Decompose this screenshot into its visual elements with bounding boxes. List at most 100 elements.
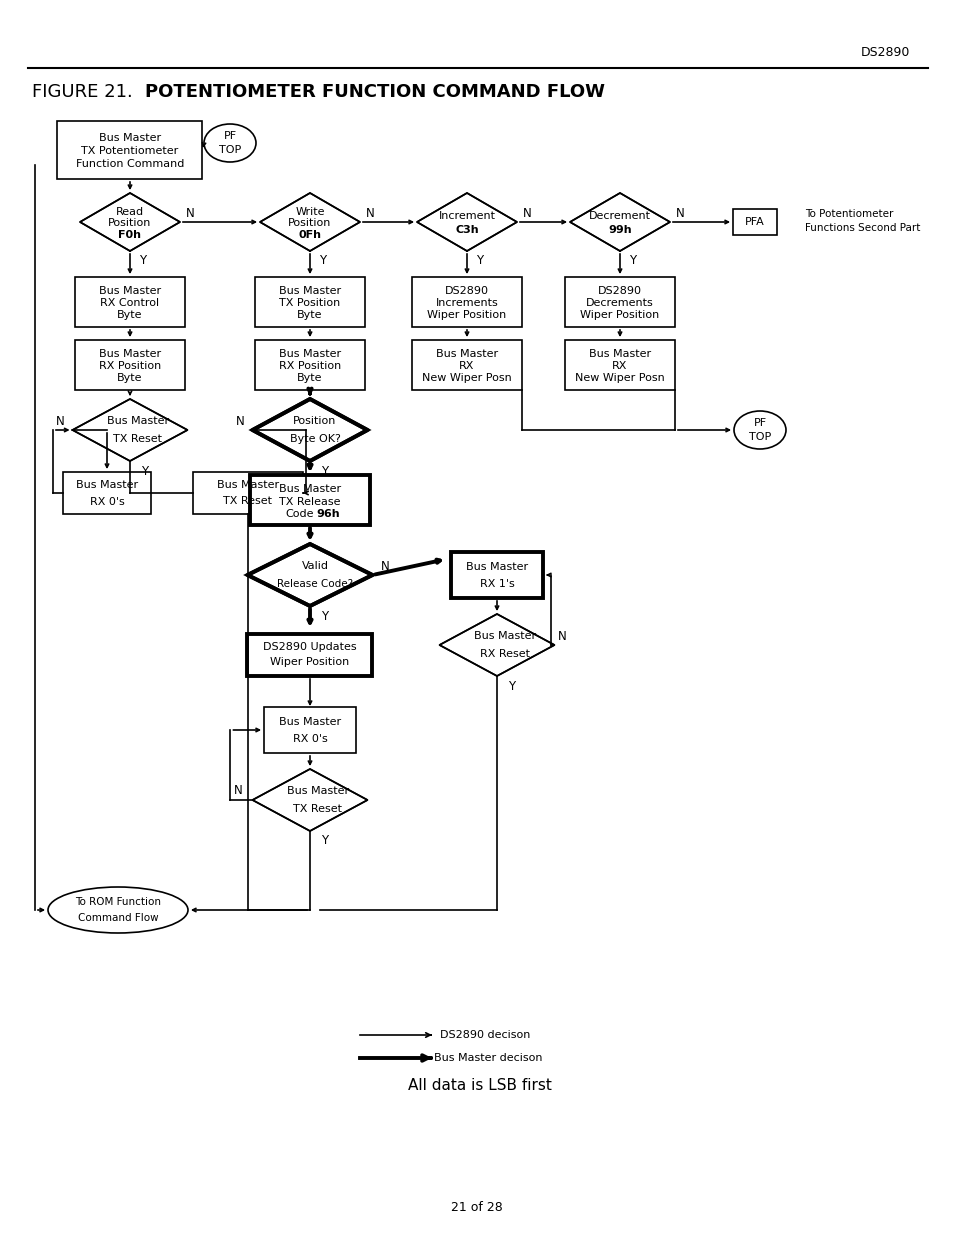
Text: TX Reset: TX Reset [113, 433, 162, 445]
Text: New Wiper Posn: New Wiper Posn [421, 373, 512, 383]
Polygon shape [72, 399, 188, 461]
Text: PF: PF [223, 131, 236, 141]
Text: Bus Master: Bus Master [436, 350, 497, 359]
Text: Decrements: Decrements [585, 298, 653, 308]
Text: All data is LSB first: All data is LSB first [408, 1077, 552, 1093]
Text: DS2890: DS2890 [860, 46, 909, 58]
Text: Bus Master: Bus Master [216, 480, 279, 490]
Text: FIGURE 21.: FIGURE 21. [32, 83, 132, 101]
Text: Position: Position [109, 219, 152, 228]
Text: To Potentiometer: To Potentiometer [804, 209, 892, 219]
Text: Position: Position [293, 416, 336, 426]
Text: RX Position: RX Position [278, 361, 341, 370]
Text: Byte: Byte [297, 373, 322, 383]
Text: C3h: C3h [455, 225, 478, 235]
Text: N: N [56, 415, 65, 427]
Text: 99h: 99h [608, 225, 631, 235]
Text: RX 0's: RX 0's [90, 496, 124, 508]
Text: Y: Y [321, 610, 328, 622]
Text: New Wiper Posn: New Wiper Posn [575, 373, 664, 383]
Text: RX 0's: RX 0's [293, 734, 327, 743]
Bar [75, 340, 185, 390]
Text: Function Command: Function Command [75, 159, 184, 169]
Text: Increments: Increments [436, 298, 497, 308]
Bar [254, 277, 365, 327]
Polygon shape [416, 193, 517, 251]
Text: Byte: Byte [297, 310, 322, 320]
Text: Valid: Valid [301, 561, 328, 571]
Text: Bus Master: Bus Master [99, 350, 161, 359]
Polygon shape [247, 543, 372, 606]
Text: DS2890 decison: DS2890 decison [439, 1030, 530, 1040]
Text: Byte: Byte [117, 310, 143, 320]
Bar [250, 475, 370, 525]
Text: Functions Second Part: Functions Second Part [804, 224, 920, 233]
Text: RX Control: RX Control [100, 298, 159, 308]
Ellipse shape [204, 124, 255, 162]
Text: PF: PF [753, 417, 766, 429]
Bar [451, 552, 542, 598]
Text: Bus Master: Bus Master [588, 350, 650, 359]
Text: Release Code?: Release Code? [276, 579, 353, 589]
Polygon shape [569, 193, 669, 251]
Text: Bus Master: Bus Master [107, 416, 169, 426]
Text: Bus Master: Bus Master [278, 350, 341, 359]
Bar [193, 472, 303, 514]
Text: DS2890: DS2890 [444, 287, 489, 296]
Polygon shape [253, 399, 367, 461]
Text: Code: Code [286, 509, 314, 519]
Text: Decrement: Decrement [588, 211, 650, 221]
Text: 0Fh: 0Fh [298, 230, 321, 240]
Bar [247, 634, 372, 676]
Text: Bus Master: Bus Master [287, 785, 349, 797]
Text: Bus Master: Bus Master [278, 287, 341, 296]
Text: To ROM Function: To ROM Function [75, 897, 161, 906]
Text: Wiper Position: Wiper Position [270, 657, 349, 667]
Text: Read: Read [116, 207, 144, 217]
Ellipse shape [48, 887, 188, 932]
Bar [75, 277, 185, 327]
Text: Y: Y [321, 464, 328, 478]
Polygon shape [439, 614, 554, 676]
Text: Bus Master: Bus Master [465, 562, 528, 572]
Polygon shape [253, 769, 367, 831]
Text: N: N [186, 206, 194, 220]
Text: Y: Y [139, 253, 147, 267]
Text: Bus Master: Bus Master [99, 287, 161, 296]
Text: Y: Y [319, 253, 326, 267]
Text: N: N [558, 630, 566, 642]
Text: RX: RX [458, 361, 475, 370]
Text: N: N [236, 415, 245, 427]
Text: Bus Master decison: Bus Master decison [434, 1053, 541, 1063]
Text: RX: RX [612, 361, 627, 370]
Text: Wiper Position: Wiper Position [579, 310, 659, 320]
Text: TX Reset: TX Reset [294, 804, 342, 814]
Text: PFA: PFA [744, 217, 764, 227]
Text: RX Reset: RX Reset [479, 650, 530, 659]
Bar [732, 209, 776, 235]
Ellipse shape [733, 411, 785, 450]
Text: Byte: Byte [117, 373, 143, 383]
Text: N: N [233, 784, 243, 798]
Text: POTENTIOMETER FUNCTION COMMAND FLOW: POTENTIOMETER FUNCTION COMMAND FLOW [145, 83, 604, 101]
Text: 96h: 96h [315, 509, 339, 519]
Text: Bus Master: Bus Master [76, 480, 138, 490]
Text: Wiper Position: Wiper Position [427, 310, 506, 320]
Bar [63, 472, 151, 514]
Text: Bus Master: Bus Master [99, 133, 161, 143]
Bar [57, 121, 202, 179]
Bar [412, 340, 521, 390]
Polygon shape [260, 193, 359, 251]
Text: TOP: TOP [218, 144, 241, 156]
Text: Increment: Increment [438, 211, 495, 221]
Bar [264, 706, 355, 753]
Polygon shape [80, 193, 180, 251]
Text: N: N [365, 206, 374, 220]
Text: Y: Y [629, 253, 636, 267]
Bar [564, 277, 675, 327]
Text: TX Release: TX Release [279, 496, 340, 508]
Text: Write: Write [294, 207, 324, 217]
Text: Byte OK?: Byte OK? [290, 433, 340, 445]
Text: Bus Master: Bus Master [278, 718, 341, 727]
Text: Y: Y [508, 679, 515, 693]
